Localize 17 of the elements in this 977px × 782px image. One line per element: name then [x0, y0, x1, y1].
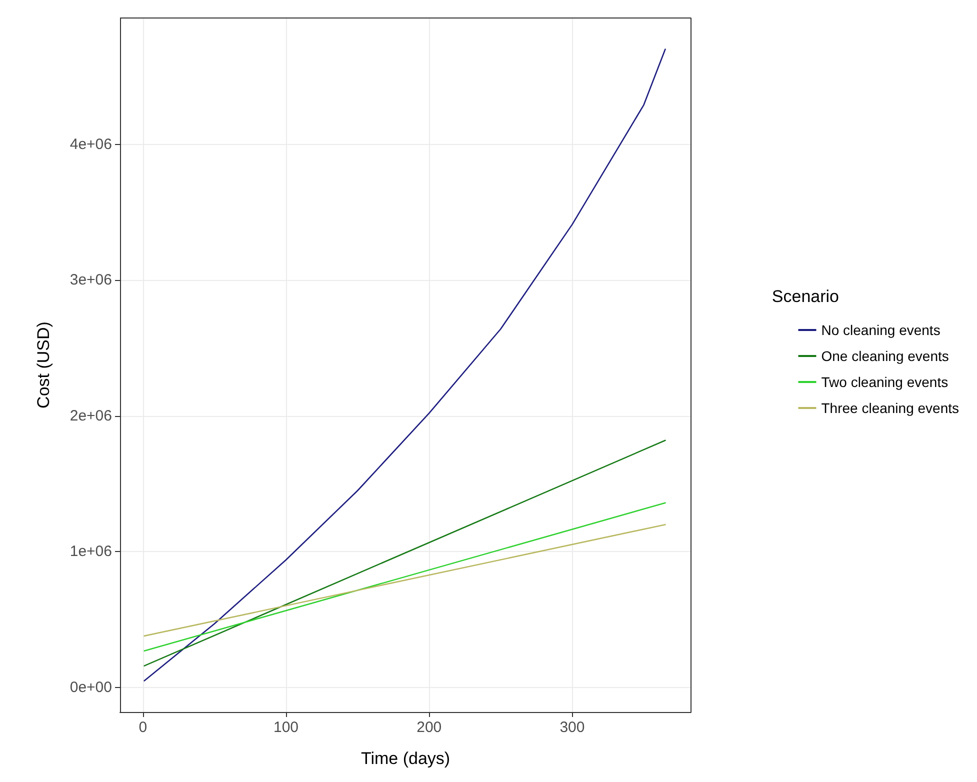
legend-label: Three cleaning events — [821, 400, 960, 416]
y-tick-label: 0e+00 — [70, 679, 112, 696]
x-tick-label: 200 — [416, 719, 442, 736]
line-series — [144, 48, 666, 682]
x-tick-label: 100 — [273, 719, 299, 736]
y-tick-label: 2e+06 — [70, 407, 112, 424]
y-tick-label: 1e+06 — [70, 543, 112, 560]
y-tick-label: 3e+06 — [70, 272, 112, 289]
legend-title: Scenario — [772, 287, 840, 306]
legend-label: No cleaning events — [821, 322, 940, 338]
y-tick-label: 4e+06 — [70, 136, 112, 153]
x-tick-label: 300 — [560, 719, 585, 736]
x-axis-title: Time (days) — [360, 749, 450, 768]
legend-label: Two cleaning events — [821, 374, 948, 390]
y-axis-title: Cost (USD) — [34, 322, 53, 408]
legend-label: One cleaning events — [821, 348, 949, 364]
x-tick-label: 0 — [138, 719, 148, 736]
